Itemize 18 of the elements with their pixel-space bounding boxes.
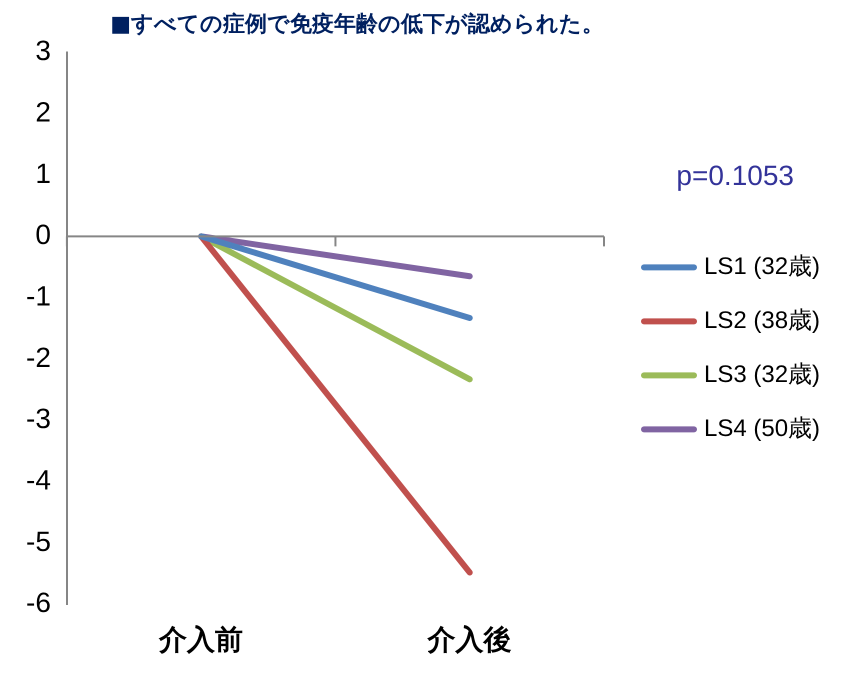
y-tick-label: 1 xyxy=(35,158,51,189)
y-tick-label: -5 xyxy=(26,526,51,557)
x-tick-label: 介入後 xyxy=(426,624,512,655)
x-tick-label: 介入前 xyxy=(158,624,244,655)
legend-label: LS1 (32歳) xyxy=(704,253,820,280)
y-tick-label: -6 xyxy=(26,587,51,618)
legend-label: LS4 (50歳) xyxy=(704,415,820,442)
y-tick-label: -2 xyxy=(26,342,51,373)
y-tick-label: 0 xyxy=(35,219,51,250)
y-tick-label: 3 xyxy=(35,35,51,66)
y-tick-label: -3 xyxy=(26,403,51,434)
chart-title: ■すべての症例で免疫年齢の低下が認められた。 xyxy=(110,12,604,37)
y-tick-label: -4 xyxy=(26,464,51,496)
legend-label: LS2 (38歳) xyxy=(704,307,820,334)
y-tick-label: -1 xyxy=(26,280,51,312)
text: p=0.1053 xyxy=(676,160,794,192)
y-tick-label: 2 xyxy=(35,96,51,128)
legend-label: LS3 (32歳) xyxy=(704,361,820,388)
